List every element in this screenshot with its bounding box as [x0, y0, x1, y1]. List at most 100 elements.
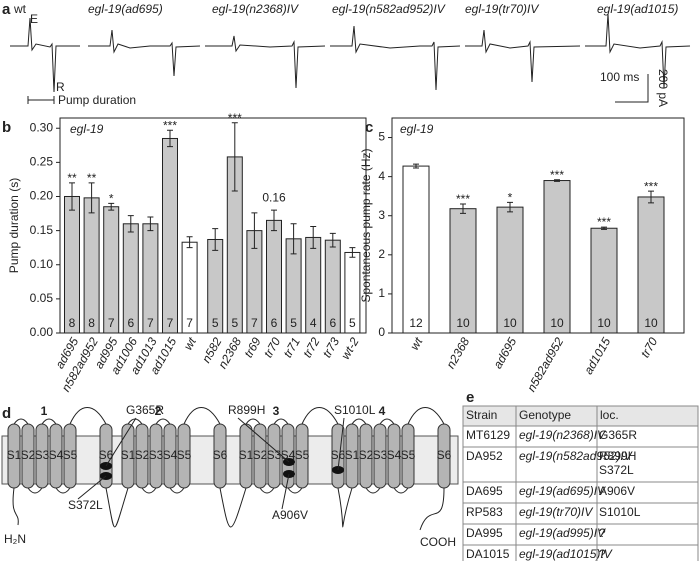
- loop: [259, 487, 275, 494]
- significance: **: [67, 171, 77, 185]
- strain-cell: DA952: [466, 449, 503, 463]
- loop: [13, 418, 29, 425]
- genotype-cell: egl-19(ad995)IV: [519, 526, 606, 540]
- panel-label: a: [2, 1, 11, 18]
- y-tick-label: 0.30: [30, 120, 54, 134]
- loop: [183, 407, 221, 425]
- error-bar: [349, 247, 356, 258]
- significance: **: [87, 171, 97, 185]
- segment: [63, 423, 77, 489]
- loop: [337, 487, 353, 528]
- segment: [373, 423, 387, 489]
- genotype-cell: egl-19(n2368)IV: [519, 428, 606, 442]
- header-cell: Strain: [466, 408, 497, 422]
- table-row: [462, 544, 699, 561]
- locus-cell: G365R: [599, 428, 637, 442]
- header-cell: Genotype: [519, 408, 571, 422]
- error-bar: [601, 226, 607, 230]
- y-tick-label: 1: [378, 286, 385, 300]
- header-row: [462, 405, 699, 427]
- n-label: 8: [88, 316, 95, 330]
- mutation-pointer: [337, 417, 345, 471]
- segment-label: S1: [121, 448, 136, 462]
- y-axis-label: Spontaneous pump rate (Hz): [359, 148, 373, 302]
- n-label: 5: [349, 316, 356, 330]
- segment-label: S1: [345, 448, 360, 462]
- segment-label: S4: [163, 448, 178, 462]
- mutation-label: G365R: [126, 403, 164, 417]
- loop: [287, 487, 303, 494]
- error-bar: [69, 182, 75, 211]
- n-label: 6: [271, 316, 278, 330]
- chart-title: egl-19: [70, 122, 104, 136]
- error-bar: [507, 201, 513, 213]
- n-label: 12: [409, 316, 423, 330]
- mutation-pointer: [281, 473, 290, 510]
- segment-label: S4: [387, 448, 402, 462]
- genotype-cell: egl-19(tr70)IV: [519, 505, 593, 519]
- n-label: 10: [503, 316, 517, 330]
- scale-bar: [615, 74, 649, 103]
- n-terminus: H₂N: [4, 532, 26, 546]
- n-tail: [12, 487, 19, 526]
- error-bar: [648, 190, 654, 204]
- segment: [35, 423, 49, 489]
- segment-label: S2: [21, 448, 36, 462]
- loop: [273, 418, 289, 425]
- y-tick-label: 0.00: [30, 325, 54, 339]
- mutation-pointer: [237, 417, 290, 463]
- error-bar: [310, 226, 317, 249]
- x-tick-label: wt: [407, 335, 425, 353]
- segment: [149, 423, 163, 489]
- loop: [141, 487, 157, 494]
- c-tail: [419, 487, 445, 531]
- bar: [103, 206, 120, 334]
- x-tick-label: tr70: [638, 335, 661, 360]
- locus-cell: S372L: [599, 463, 634, 477]
- loop: [55, 487, 71, 494]
- loop: [407, 407, 445, 425]
- trace: [10, 17, 80, 93]
- segment: [163, 423, 177, 489]
- significance: ***: [550, 168, 564, 182]
- loop: [69, 407, 107, 425]
- pump-duration-bar: [27, 96, 55, 104]
- mutation-label: S1010L: [334, 403, 376, 417]
- table-row: [462, 446, 699, 483]
- n-label: 5: [290, 316, 297, 330]
- segment-label: S5: [177, 448, 192, 462]
- x-tick-label: tr71: [280, 335, 302, 360]
- n-label: 10: [597, 316, 611, 330]
- bar: [402, 165, 430, 334]
- n-label: 6: [127, 316, 134, 330]
- error-bar: [167, 129, 173, 148]
- genotype-cell: egl-19(ad695)IV: [519, 484, 606, 498]
- n-label: 7: [108, 316, 115, 330]
- trace: [330, 25, 461, 91]
- loop: [301, 407, 339, 425]
- x-tick-label: tr70: [261, 335, 284, 360]
- loop: [393, 487, 409, 494]
- segment-label: S3: [373, 448, 388, 462]
- bar: [449, 208, 477, 334]
- strain-cell: DA695: [466, 484, 503, 498]
- mutation-pointer: [77, 475, 107, 500]
- error-bar: [88, 182, 95, 214]
- panel-label: e: [466, 389, 474, 406]
- bar: [162, 137, 178, 334]
- n-label: 10: [644, 316, 658, 330]
- x-tick-label: wt-2: [338, 335, 362, 362]
- significance: 0.16: [262, 190, 286, 204]
- segment: [345, 423, 359, 489]
- domain-label: 1: [41, 404, 48, 418]
- significance: ***: [163, 118, 177, 132]
- n-label: 7: [147, 316, 154, 330]
- error-bar: [108, 202, 115, 211]
- mutation-label: A906V: [272, 508, 308, 522]
- chart-title: egl-19: [400, 122, 434, 136]
- error-bar: [554, 179, 560, 182]
- y-tick-label: 3: [378, 208, 385, 222]
- error-bar: [271, 209, 277, 232]
- x-tick-label: tr72: [300, 335, 323, 360]
